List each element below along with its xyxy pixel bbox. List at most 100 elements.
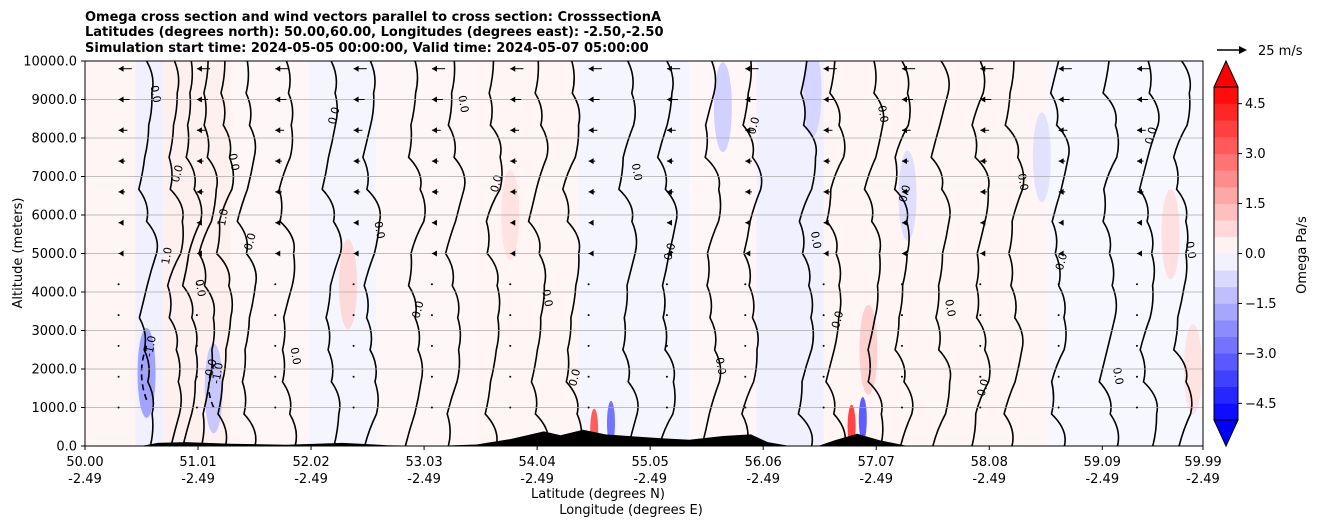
wind-vector-dot xyxy=(900,283,903,286)
wind-vector xyxy=(431,96,443,103)
wind-vector-dot xyxy=(665,344,668,347)
wind-vector xyxy=(587,283,590,286)
wind-vector xyxy=(980,219,986,226)
wind-vector-dot xyxy=(117,406,120,409)
wind-vector xyxy=(431,250,437,257)
wind-vector xyxy=(979,344,982,347)
wind-vector-head xyxy=(666,158,672,165)
y-axis-title: Altitude (meters) xyxy=(11,198,26,309)
wind-vector xyxy=(980,127,990,134)
contour-label: 0.0 xyxy=(875,104,891,123)
wind-vector-head xyxy=(353,127,359,134)
wind-vector xyxy=(588,250,594,257)
colorbar-segment xyxy=(1214,336,1238,354)
colorbar-segment xyxy=(1214,120,1238,138)
colorbar-segment xyxy=(1214,403,1238,421)
wind-vector xyxy=(274,375,277,378)
wind-vector xyxy=(196,250,202,257)
wind-vector-dot xyxy=(822,314,825,317)
wind-vector xyxy=(1058,65,1072,72)
contour-label: 0.0 xyxy=(202,358,219,378)
wind-vector-dot xyxy=(274,283,277,286)
wind-vector xyxy=(352,344,355,347)
wind-vector-head xyxy=(745,250,751,257)
wind-vector xyxy=(195,314,198,317)
colorbar-extend-min xyxy=(1213,419,1239,448)
x-tick-label-longitude: -2.49 xyxy=(972,472,1006,487)
wind-vector xyxy=(587,375,590,378)
wind-vector xyxy=(980,65,994,72)
wind-vector-head xyxy=(823,65,829,72)
contour-label: 0.0 xyxy=(169,164,186,184)
wind-vector-dot xyxy=(587,314,590,317)
wind-vector xyxy=(822,344,825,347)
wind-vector xyxy=(431,188,439,195)
wind-vector xyxy=(509,314,512,317)
wind-vector-dot xyxy=(900,406,903,409)
wind-vector-head xyxy=(510,219,516,226)
wind-vector xyxy=(979,406,982,409)
wind-vector-head xyxy=(510,65,516,72)
colorbar-tick-label: −4.5 xyxy=(1245,397,1277,412)
wind-vector-head xyxy=(745,188,751,195)
y-tick-label: 6000.0 xyxy=(32,209,78,224)
wind-vector-head xyxy=(980,250,986,257)
wind-vector xyxy=(665,314,668,317)
wind-vector xyxy=(1136,96,1148,103)
wind-vector xyxy=(118,158,126,165)
wind-vector xyxy=(980,96,992,103)
y-tick-label: 4000.0 xyxy=(32,286,78,301)
wind-vector xyxy=(665,406,668,409)
wind-vector-head xyxy=(118,65,124,72)
contour-label: 0.0 xyxy=(942,298,958,317)
wind-vector-head xyxy=(118,158,124,165)
wind-vector-dot xyxy=(744,314,747,317)
wind-vector xyxy=(588,158,596,165)
wind-vector-head xyxy=(1058,96,1064,103)
contour-label: 1.0 xyxy=(159,246,175,265)
colorbar-segment xyxy=(1214,103,1238,121)
wind-vector-head xyxy=(1136,250,1142,257)
colorbar-segment xyxy=(1214,303,1238,321)
title-line-1: Omega cross section and wind vectors par… xyxy=(85,10,661,25)
contour-label: 0.0 xyxy=(1110,366,1126,385)
x-tick-label-longitude: -2.49 xyxy=(520,472,554,487)
wind-vector-head xyxy=(510,158,516,165)
wind-vector-head xyxy=(980,96,986,103)
wind-vector xyxy=(118,188,126,195)
wind-vector-dot xyxy=(1135,406,1138,409)
wind-vector xyxy=(1057,314,1060,317)
wind-vector-head xyxy=(1136,65,1142,72)
wind-vector xyxy=(510,158,517,165)
wind-vector-head xyxy=(745,96,751,103)
wind-vector-dot xyxy=(430,283,433,286)
wind-vector xyxy=(1058,188,1066,195)
colorbar-segment xyxy=(1214,270,1238,288)
wind-vector-dot xyxy=(352,344,355,347)
wind-vector-dot xyxy=(822,283,825,286)
colorbar-segment xyxy=(1214,386,1238,404)
quiver-key-label: 25 m/s xyxy=(1258,44,1303,59)
wind-vector-head xyxy=(510,96,516,103)
contour-label: 0.0 xyxy=(539,288,555,307)
wind-vector xyxy=(195,344,198,347)
wind-vector-head xyxy=(666,219,672,226)
wind-vector-head xyxy=(588,65,594,72)
wind-vector-dot xyxy=(900,314,903,317)
wind-vector xyxy=(901,65,916,72)
wind-vector xyxy=(1135,344,1138,347)
wind-vector-head xyxy=(196,219,202,226)
wind-vector-dot xyxy=(665,314,668,317)
wind-vector xyxy=(588,65,602,72)
x-tick-label-latitude: 54.04 xyxy=(519,455,556,470)
wind-vector-head xyxy=(275,250,281,257)
x-tick-label-longitude: -2.49 xyxy=(407,472,441,487)
wind-vector xyxy=(117,375,120,378)
wind-vector-dot xyxy=(430,375,433,378)
y-tick-label: 5000.0 xyxy=(32,247,78,262)
wind-vector xyxy=(509,283,512,286)
wind-vector-dot xyxy=(1057,314,1060,317)
wind-vector-dot xyxy=(352,375,355,378)
wind-vector-head xyxy=(745,65,751,72)
wind-vector-head xyxy=(353,158,359,165)
